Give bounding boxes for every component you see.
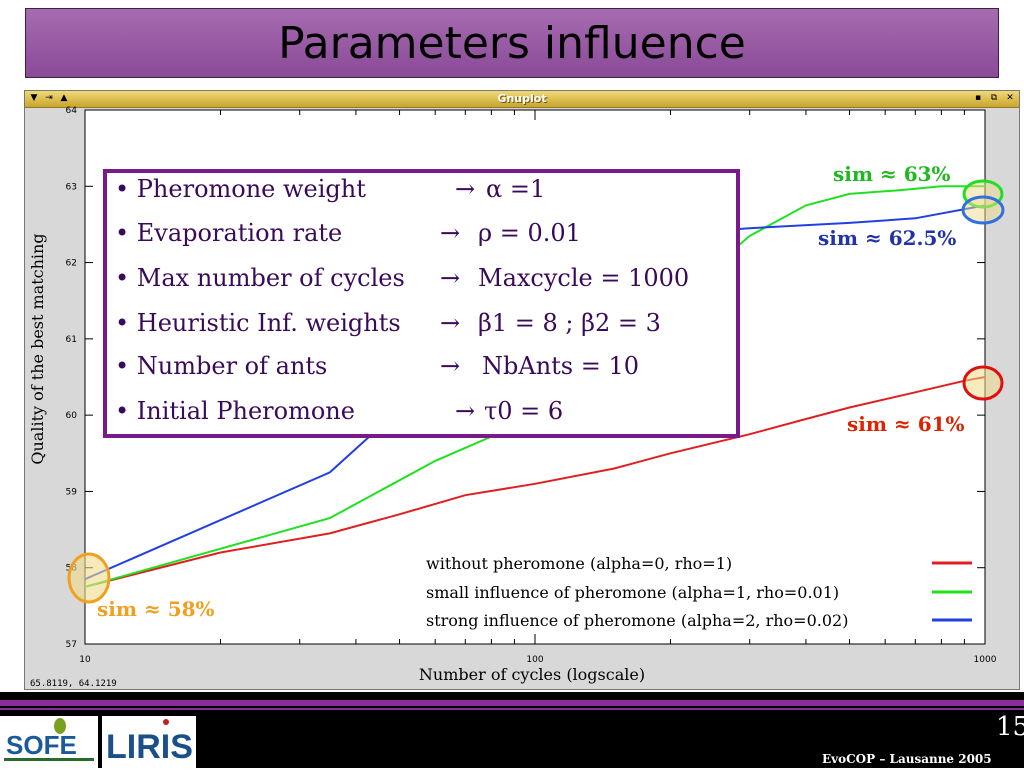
logo-dot-icon — [163, 719, 169, 725]
legend-label-without-pheromone: without pheromone (alpha=0, rho=1) — [426, 554, 732, 573]
highlight-circle-58 — [67, 552, 111, 604]
param-label-max-cycles: • Max number of cycles — [115, 264, 405, 292]
highlight-circle-62-5 — [961, 195, 1005, 225]
param-value-initial-pheromone: τ0 = 6 — [484, 397, 563, 425]
highlight-circle-61 — [962, 365, 1004, 401]
param-value-pheromone-weight: α =1 — [486, 175, 545, 203]
x-tick-label: 1000 — [974, 655, 997, 665]
y-axis-label: Quality of the best matching — [28, 233, 47, 464]
param-label-pheromone-weight: • Pheromone weight — [115, 175, 366, 203]
slide-title-banner: Parameters influence — [25, 8, 999, 78]
window-menu-icon[interactable]: ▼ — [30, 93, 38, 103]
slide-title: Parameters influence — [278, 18, 746, 69]
leaf-icon — [54, 718, 66, 734]
close-icon[interactable]: ✕ — [1006, 93, 1014, 103]
legend: without pheromone (alpha=0, rho=1) small… — [426, 554, 972, 630]
x-tick-labels: 10 100 1000 — [79, 655, 996, 665]
arrow-icon: → — [440, 352, 460, 380]
window-shade-icon[interactable]: ⇥ — [45, 93, 53, 103]
param-value-evaporation-rate: ρ = 0.01 — [478, 219, 581, 247]
sofe-logo-graphic: SOFE — [4, 718, 94, 761]
arrow-icon: → — [455, 397, 475, 425]
param-value-max-cycles: Maxcycle = 1000 — [478, 264, 689, 292]
series-line-0 — [84, 376, 986, 588]
annotation-sim-58: sim ≈ 58% — [97, 597, 215, 621]
annotation-sim-62-5: sim ≈ 62.5% — [818, 226, 956, 250]
y-tick-label: 57 — [66, 640, 77, 650]
param-label-evaporation-rate: • Evaporation rate — [115, 219, 342, 247]
legend-label-small-influence: small influence of pheromone (alpha=1, r… — [426, 583, 839, 602]
maximize-icon[interactable]: ⧉ — [990, 93, 998, 103]
coords-readout: 65.8119, 64.1219 — [30, 679, 117, 689]
page-number: 15 — [996, 712, 1024, 742]
y-tick-label: 60 — [66, 411, 78, 421]
arrow-icon: → — [440, 264, 460, 292]
sofe-logo: SOFE — [0, 716, 98, 768]
y-tick-label: 63 — [66, 182, 77, 192]
logo-underline — [4, 758, 94, 761]
param-value-heuristic-weights: β1 = 8 ; β2 = 3 — [478, 309, 661, 337]
arrow-icon: → — [440, 219, 460, 247]
liris-logo: LIRIS — [102, 716, 196, 768]
param-label-heuristic-weights: • Heuristic Inf. weights — [115, 309, 401, 337]
arrow-icon: → — [455, 175, 475, 203]
legend-label-strong-influence: strong influence of pheromone (alpha=2, … — [426, 611, 848, 630]
y-tick-label: 61 — [66, 335, 77, 345]
liris-logo-text: LIRIS — [106, 728, 193, 766]
window-titlebar[interactable]: ▼ ⇥ ▲ Gnuplot ▪ ⧉ ✕ — [25, 91, 1019, 108]
x-tick-label: 100 — [526, 655, 543, 665]
annotation-sim-63: sim ≈ 63% — [833, 162, 951, 186]
param-value-number-of-ants: NbAnts = 10 — [482, 352, 639, 380]
footer-text: EvoCOP – Lausanne 2005 — [822, 752, 992, 766]
annotation-sim-61: sim ≈ 61% — [847, 412, 965, 436]
y-tick-label: 59 — [66, 487, 78, 497]
sofe-logo-text: SOFE — [6, 730, 77, 760]
x-axis-label: Number of cycles (logscale) — [419, 665, 645, 684]
footer-rule — [0, 700, 1024, 706]
parameters-box — [103, 169, 740, 438]
footer-rule-thin — [0, 708, 1024, 710]
x-tick-label: 10 — [79, 655, 91, 665]
param-label-number-of-ants: • Number of ants — [115, 352, 327, 380]
liris-logo-graphic: LIRIS — [106, 719, 193, 766]
arrow-icon: → — [440, 309, 460, 337]
window-title: Gnuplot — [497, 92, 547, 105]
param-label-initial-pheromone: • Initial Pheromone — [115, 397, 355, 425]
y-tick-label: 64 — [66, 106, 78, 116]
y-tick-label: 62 — [66, 259, 77, 269]
minimize-icon[interactable]: ▪ — [974, 93, 982, 103]
window-raise-icon[interactable]: ▲ — [60, 93, 68, 103]
